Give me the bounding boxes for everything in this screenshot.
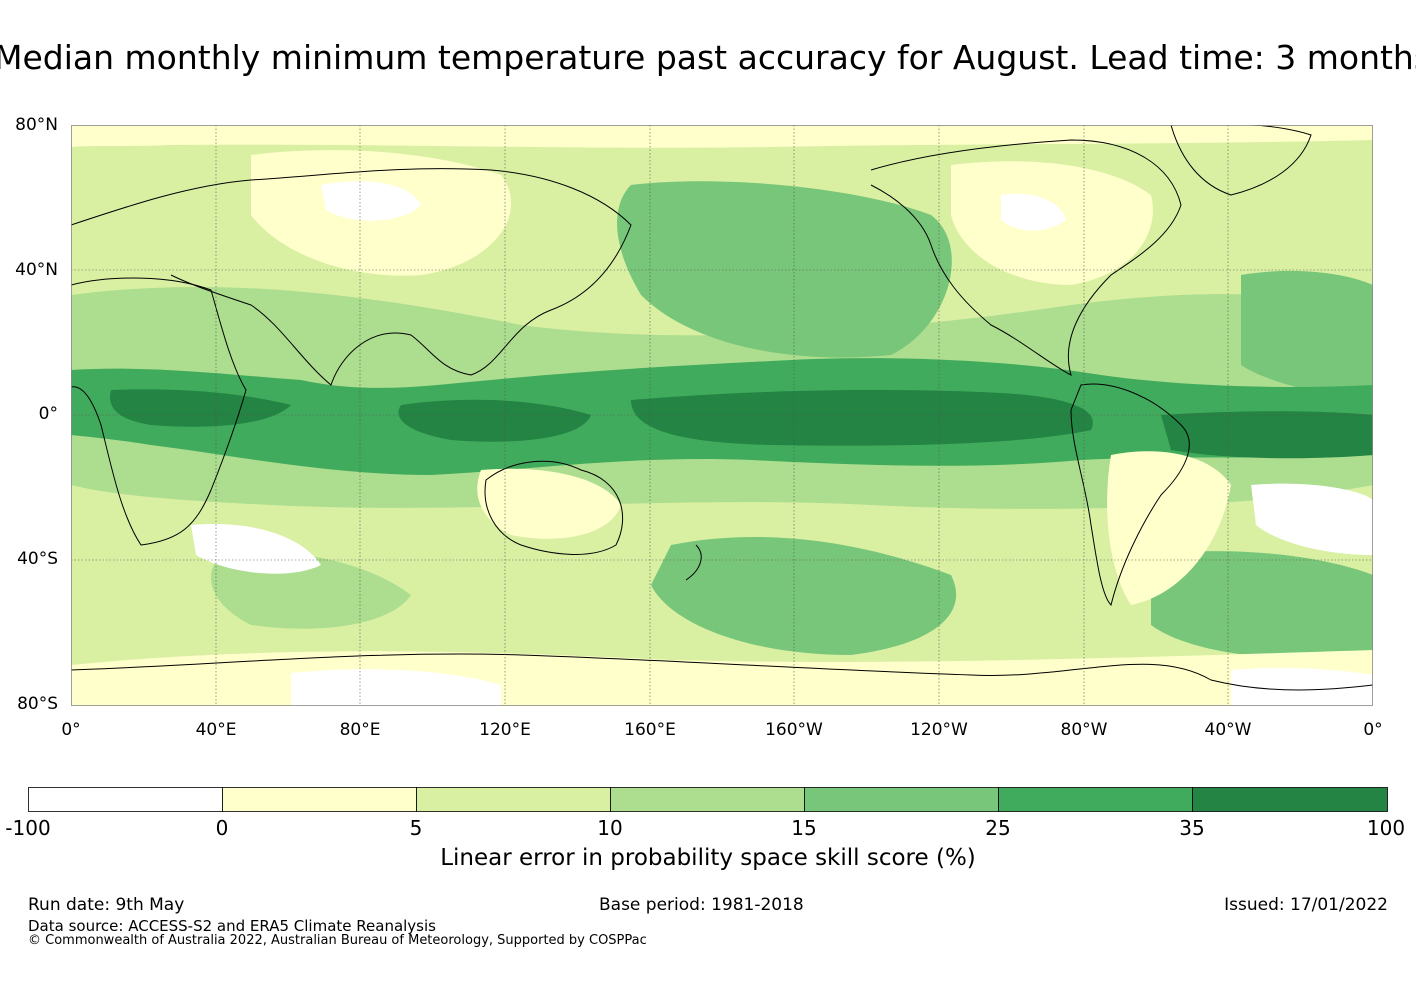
colorbar-tick: 25: [985, 816, 1011, 840]
colorbar-bin-4: [610, 787, 805, 812]
lat-label-40n: 40°N: [15, 260, 58, 280]
colorbar-tick: 100: [1366, 816, 1406, 840]
map-frame: [71, 125, 1373, 706]
colorbar-bin-2: [222, 787, 417, 812]
gridlines: [71, 125, 1373, 706]
lon-label-160e: 160°E: [624, 720, 676, 740]
base-period: Base period: 1981-2018: [599, 895, 804, 915]
lon-label-40w: 40°W: [1204, 720, 1252, 740]
lat-label-80s: 80°S: [17, 694, 58, 714]
colorbar: [28, 787, 1388, 812]
run-date: Run date: 9th May: [28, 895, 185, 915]
colorbar-bin-5: [804, 787, 999, 812]
colorbar-tick: -100: [5, 816, 51, 840]
coastlines: [71, 125, 1373, 691]
lon-label-40e: 40°E: [195, 720, 237, 740]
lon-label-120e: 120°E: [479, 720, 531, 740]
issued-date: Issued: 17/01/2022: [1224, 895, 1388, 915]
skill-score-map: [71, 125, 1373, 706]
greenland-outline: [1170, 125, 1312, 196]
skill-band-tropics: [71, 358, 1373, 475]
lon-label-160w: 160°W: [765, 720, 823, 740]
copyright: © Commonwealth of Australia 2022, Austra…: [28, 933, 647, 948]
colorbar-tick: 10: [597, 816, 623, 840]
colorbar-bin-6: [998, 787, 1193, 812]
colorbar-label: Linear error in probability space skill …: [440, 845, 976, 871]
lon-label-80w: 80°W: [1060, 720, 1108, 740]
colorbar-tick: 15: [791, 816, 817, 840]
australia-outline: [484, 460, 624, 555]
colorbar-tick: 0: [215, 816, 229, 840]
antarctica-outline: [71, 653, 1373, 691]
lat-label-80n: 80°N: [15, 115, 58, 135]
colorbar-bin-7: [1192, 787, 1388, 812]
lon-label-120w: 120°W: [910, 720, 968, 740]
lon-label-80e: 80°E: [339, 720, 381, 740]
colorbar-tick: 5: [409, 816, 423, 840]
chart-title: Median monthly minimum temperature past …: [0, 38, 1416, 77]
south-america-outline: [1070, 383, 1190, 606]
lon-label-0-end: 0°: [1363, 720, 1383, 740]
eurasia-outline: [71, 168, 632, 386]
africa-outline: [71, 277, 247, 546]
colorbar-tick: 35: [1179, 816, 1205, 840]
lat-label-40s: 40°S: [17, 549, 58, 569]
lon-label-0: 0°: [61, 720, 81, 740]
colorbar-bin-1: [28, 787, 223, 812]
colorbar-bin-3: [416, 787, 611, 812]
new-zealand-outline: [685, 544, 702, 581]
skill-regions-low: [71, 125, 1373, 706]
data-source: Data source: ACCESS-S2 and ERA5 Climate …: [28, 917, 436, 935]
lat-label-equator: 0°: [38, 404, 58, 424]
north-america-outline: [870, 139, 1182, 376]
